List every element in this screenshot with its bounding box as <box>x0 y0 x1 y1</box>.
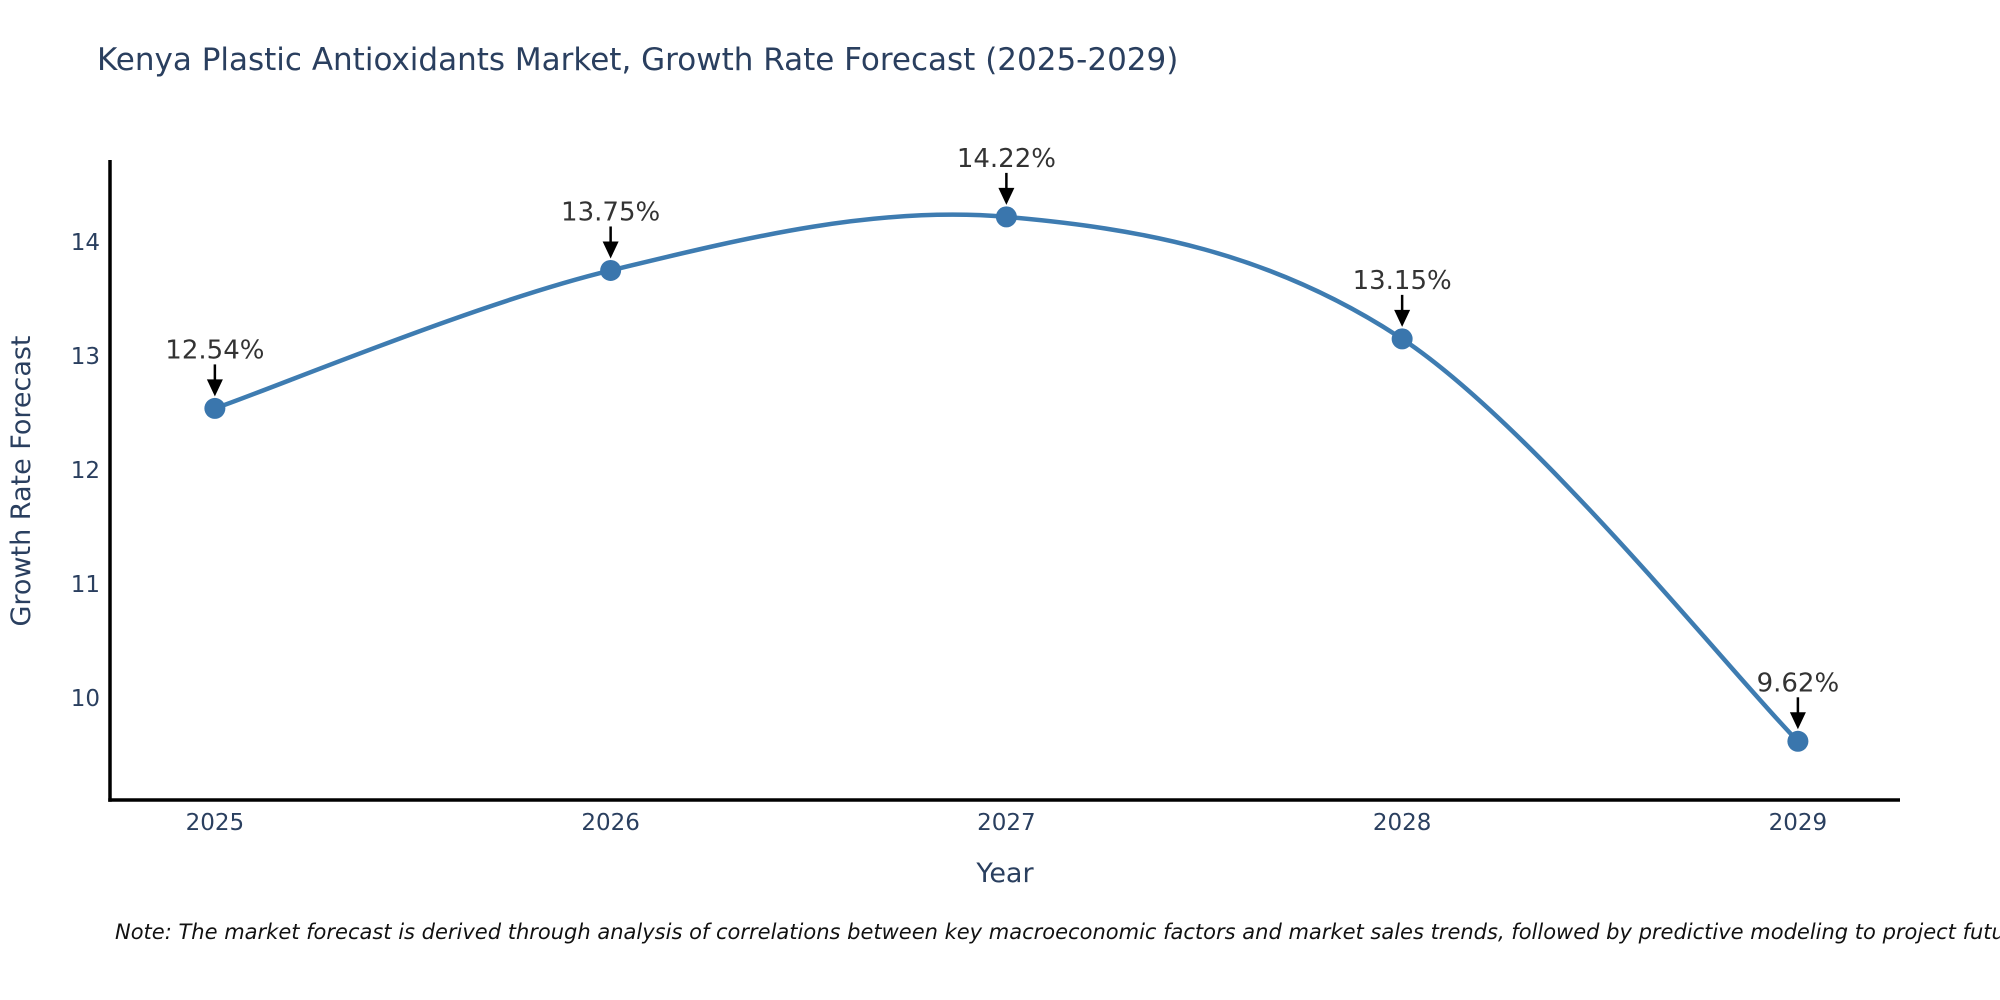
data-point-marker-2026[interactable] <box>600 259 622 281</box>
annotation-label: 14.22% <box>957 144 1056 174</box>
trend-line <box>212 212 1801 744</box>
footnote: Note: The market forecast is derived thr… <box>115 920 2000 944</box>
annotation-arrow-head <box>602 241 619 259</box>
annotation-label: 13.75% <box>561 197 660 227</box>
data-point-marker-2029[interactable] <box>1787 730 1809 752</box>
chart-title: Kenya Plastic Antioxidants Market, Growt… <box>97 42 1179 78</box>
y-axis-title: Growth Rate Forecast <box>6 335 37 626</box>
x-axis-title: Year <box>975 858 1034 889</box>
annotation-arrow-head <box>1394 309 1411 327</box>
x-tick-label: 2028 <box>1373 810 1432 836</box>
y-tick-label: 12 <box>71 458 100 484</box>
y-tick-label: 10 <box>71 686 100 712</box>
data-point-marker-2025[interactable] <box>204 397 226 419</box>
annotation-arrow-head <box>206 379 223 397</box>
data-point-marker-2028[interactable] <box>1391 328 1413 350</box>
annotation-arrow-head <box>1789 712 1806 730</box>
y-tick-label: 11 <box>71 572 100 598</box>
annotation-label: 12.54% <box>165 335 264 365</box>
x-tick-label: 2029 <box>1769 810 1828 836</box>
annotation-label: 13.15% <box>1353 266 1452 296</box>
y-tick-label: 14 <box>71 230 100 256</box>
x-tick-label: 2025 <box>186 810 245 836</box>
x-tick-label: 2027 <box>977 810 1036 836</box>
y-tick-label: 13 <box>71 344 100 370</box>
annotation-label: 9.62% <box>1757 668 1840 698</box>
annotation-arrow-head <box>998 187 1015 205</box>
data-point-marker-2027[interactable] <box>995 206 1017 228</box>
x-tick-label: 2026 <box>581 810 640 836</box>
